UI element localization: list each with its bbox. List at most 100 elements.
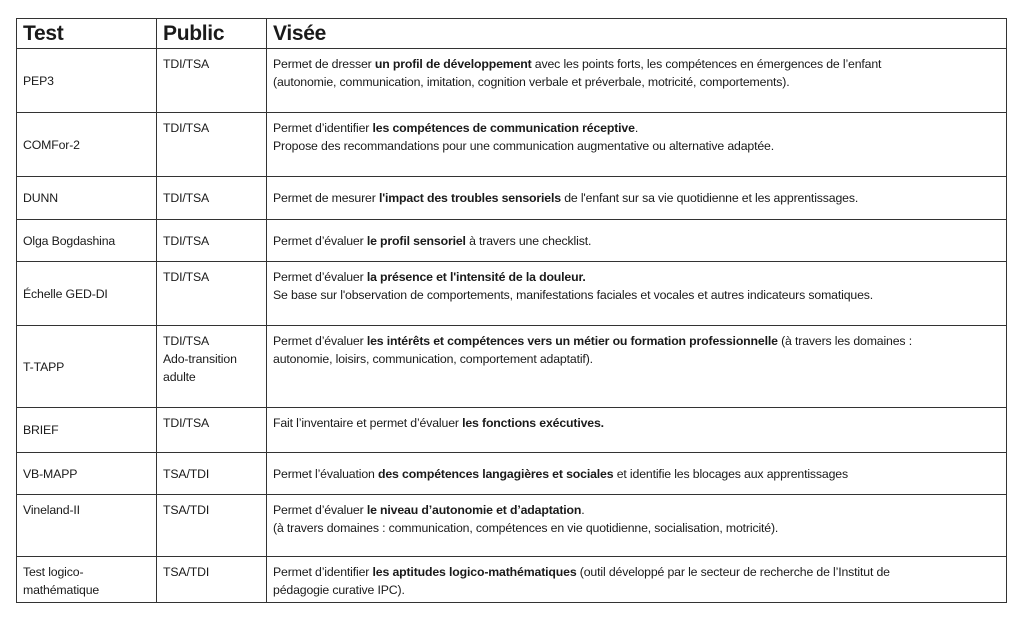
public-text: TDI/TSA xyxy=(163,270,210,284)
cell-public: TSA/TDI xyxy=(156,452,267,495)
public-text: TDI/TSA xyxy=(163,233,210,248)
visee-text: . xyxy=(581,503,585,517)
public-text: TSA/TDI xyxy=(163,503,210,517)
public-text: TDI/TSA xyxy=(163,191,210,205)
cell-public: TDI/TSA xyxy=(156,176,267,220)
cell-visee: Permet d’évaluer la présence et l'intens… xyxy=(266,261,1007,326)
cell-test: BRIEF xyxy=(16,407,157,453)
visee-emphasis: les compétences de communication récepti… xyxy=(372,121,635,135)
visee-text: Propose des recommandations pour une com… xyxy=(273,139,775,153)
visee-line: Propose des recommandations pour une com… xyxy=(273,137,1000,155)
test-name: T-TAPP xyxy=(23,359,65,374)
header-row: Test Public Visée xyxy=(16,18,1007,49)
cell-public: TDI/TSA Ado-transition adulte xyxy=(156,325,267,408)
visee-emphasis: un profil de développement xyxy=(374,57,532,71)
table-row: Échelle GED-DI TDI/TSA Permet d’évaluer la… xyxy=(16,261,1007,326)
header-visee: Visée xyxy=(266,18,1007,49)
visee-line: Permet d’évaluer la présence et l'intens… xyxy=(273,268,1000,286)
visee-text: Permet de mesurer xyxy=(273,191,379,205)
table-row: DUNN TDI/TSA Permet de mesurer l'impact de… xyxy=(16,176,1007,220)
cell-visee: Permet de mesurer l'impact des troubles … xyxy=(266,176,1007,220)
table-row: VB-MAPP TSA/TDI Permet l’évaluation des co… xyxy=(16,452,1007,495)
table-row: PEP3 TDI/TSA Permet de dresser un profil d… xyxy=(16,48,1007,113)
cell-visee: Fait l’inventaire et permet d’évaluer le… xyxy=(266,407,1007,453)
cell-public: TDI/TSA xyxy=(156,112,267,177)
visee-emphasis: les intérêts et compétences vers un méti… xyxy=(366,334,778,348)
cell-test: Vineland-II xyxy=(16,494,157,557)
cell-visee: Permet d’évaluer le profil sensoriel à t… xyxy=(266,219,1007,262)
visee-line: (à travers domaines : communication, com… xyxy=(273,519,1000,537)
header-test: Test xyxy=(16,18,157,49)
cell-visee: Permet d’identifier les aptitudes logico… xyxy=(266,556,1007,603)
visee-line: (autonomie, communication, imitation, co… xyxy=(273,73,1000,91)
cell-visee: Permet d’évaluer le niveau d’autonomie e… xyxy=(266,494,1007,557)
table-row: Olga Bogdashina TDI/TSA Permet d’évaluer l… xyxy=(16,219,1007,262)
visee-emphasis: la présence et l'intensité de la douleur… xyxy=(366,270,586,284)
visee-text: Permet d’évaluer xyxy=(273,503,367,517)
visee-text: et identifie les blocages aux apprentiss… xyxy=(613,466,848,481)
cell-public: TDI/TSA xyxy=(156,219,267,262)
test-name: COMFor-2 xyxy=(23,137,80,152)
visee-text: à travers une checklist. xyxy=(465,233,592,248)
visee-text: pédagogie curative IPC). xyxy=(273,583,405,597)
test-name: Olga Bogdashina xyxy=(23,233,116,248)
visee-emphasis: des compétences langagières et sociales xyxy=(378,466,614,481)
visee-line: Permet de mesurer l'impact des troubles … xyxy=(273,189,1000,207)
public-text: adulte xyxy=(163,370,196,384)
test-name: BRIEF xyxy=(23,423,59,437)
visee-line: Permet de dresser un profil de développe… xyxy=(273,55,1000,73)
public-text: Ado-transition xyxy=(163,352,237,366)
visee-text: (autonomie, communication, imitation, co… xyxy=(273,75,790,89)
visee-text: autonomie, loisirs, communication, compo… xyxy=(273,352,593,366)
test-name: VB-MAPP xyxy=(23,466,78,481)
table-row: Vineland-II TSA/TDI Permet d’évaluer le ni… xyxy=(16,494,1007,557)
visee-line: Permet d’identifier les aptitudes logico… xyxy=(273,563,1000,581)
cell-test: Échelle GED-DI xyxy=(16,261,157,326)
visee-text: avec les points forts, les compétences e… xyxy=(531,57,882,71)
visee-text: Permet d’identifier xyxy=(273,121,373,135)
visee-line: Se base sur l'observation de comportemen… xyxy=(273,286,1000,304)
visee-emphasis: les aptitudes logico-mathématiques xyxy=(372,565,577,579)
cell-test: Olga Bogdashina xyxy=(16,219,157,262)
cell-public: TDI/TSA xyxy=(156,48,267,113)
visee-line: Permet l’évaluation des compétences lang… xyxy=(273,465,1000,483)
assessment-tests-table: Test Public Visée PEP3 TDI/TSA Permet de d… xyxy=(16,18,1007,603)
table-row: BRIEF TDI/TSA Fait l’inventaire et permet … xyxy=(16,407,1007,453)
visee-emphasis: l'impact des troubles sensoriels xyxy=(378,191,561,205)
cell-public: TSA/TDI xyxy=(156,556,267,603)
visee-emphasis: le niveau d’autonomie et d’adaptation xyxy=(366,503,582,517)
test-name: Vineland-II xyxy=(23,503,80,517)
visee-line: autonomie, loisirs, communication, compo… xyxy=(273,350,1000,368)
visee-text: Permet l’évaluation xyxy=(273,466,378,481)
public-text: TDI/TSA xyxy=(163,334,210,348)
test-name: mathématique xyxy=(23,583,100,597)
public-text: TDI/TSA xyxy=(163,416,210,430)
cell-visee: Permet l’évaluation des compétences lang… xyxy=(266,452,1007,495)
visee-text: Se base sur l'observation de comportemen… xyxy=(273,288,874,302)
table-row: Test logico-mathématique TSA/TDI Permet d’… xyxy=(16,556,1007,603)
visee-text: Fait l’inventaire et permet d’évaluer xyxy=(273,416,463,430)
public-text: TDI/TSA xyxy=(163,57,210,71)
public-text: TSA/TDI xyxy=(163,466,210,481)
cell-test: PEP3 xyxy=(16,48,157,113)
visee-text: (outil développé par le secteur de reche… xyxy=(576,565,890,579)
visee-emphasis: les fonctions exécutives. xyxy=(462,416,604,430)
visee-line: Permet d’évaluer le niveau d’autonomie e… xyxy=(273,501,1000,519)
cell-test: DUNN xyxy=(16,176,157,220)
visee-line: Permet d’évaluer les intérêts et compéte… xyxy=(273,332,1000,350)
cell-test: T-TAPP xyxy=(16,325,157,408)
test-name: PEP3 xyxy=(23,73,54,88)
visee-line: pédagogie curative IPC). xyxy=(273,581,1000,599)
header-public: Public xyxy=(156,18,267,49)
visee-text: (à travers domaines : communication, com… xyxy=(273,521,779,535)
cell-visee: Permet de dresser un profil de développe… xyxy=(266,48,1007,113)
visee-emphasis: le profil sensoriel xyxy=(366,233,466,248)
visee-line: Fait l’inventaire et permet d’évaluer le… xyxy=(273,414,1000,432)
cell-public: TDI/TSA xyxy=(156,261,267,326)
test-name: DUNN xyxy=(23,191,58,205)
cell-test: VB-MAPP xyxy=(16,452,157,495)
visee-text: (à travers les domaines : xyxy=(777,334,912,348)
visee-text: Permet d’évaluer xyxy=(273,334,367,348)
table-row: T-TAPP TDI/TSA Ado-transition adulte Permet … xyxy=(16,325,1007,408)
visee-text: de l'enfant sur sa vie quotidienne et le… xyxy=(560,191,859,205)
